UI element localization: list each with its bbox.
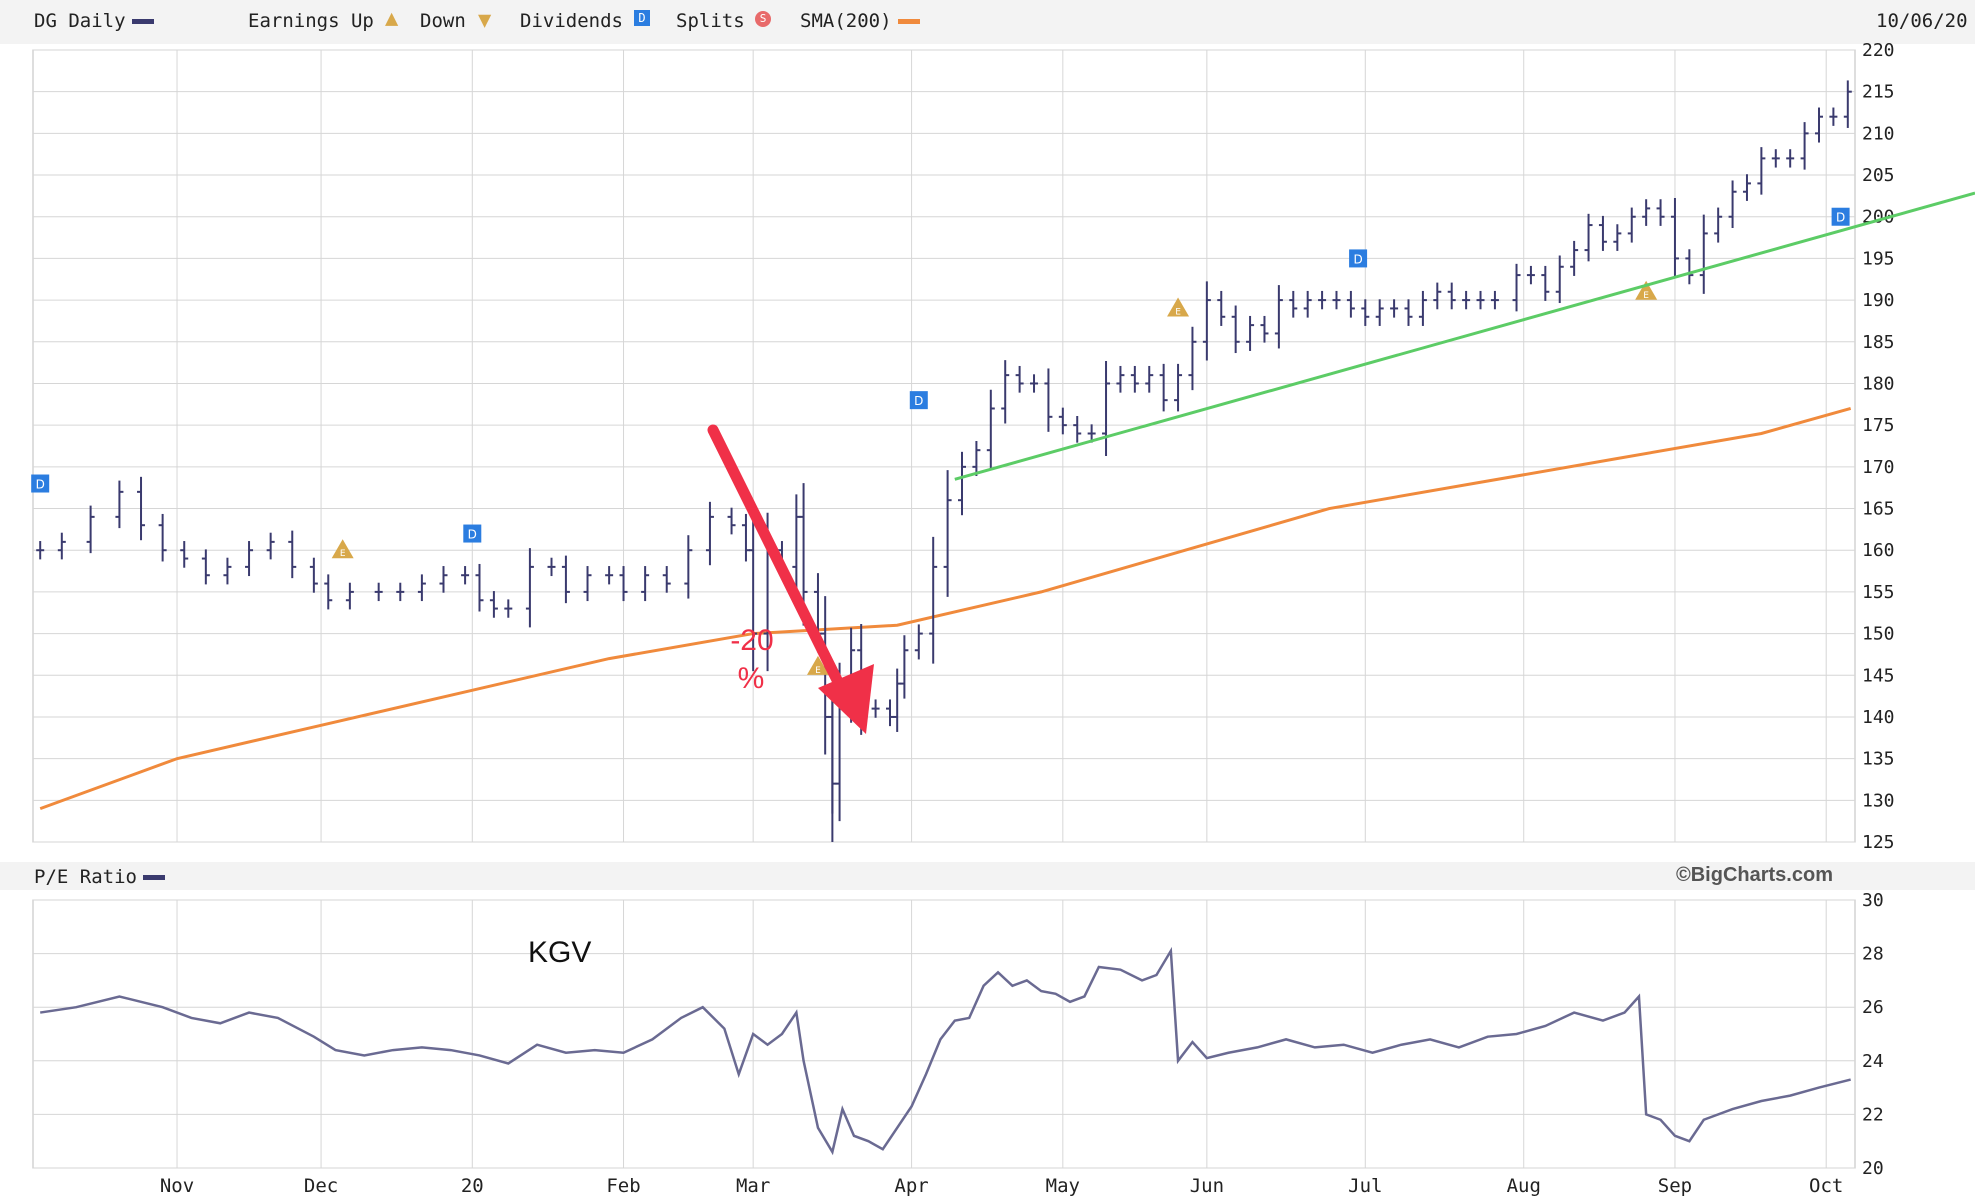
splits-label: Splits xyxy=(676,10,745,32)
earnings-marker-icon xyxy=(1167,297,1190,317)
trend-line xyxy=(954,191,1975,481)
dividends-label: Dividends xyxy=(520,10,623,32)
price-y-tick-label: 215 xyxy=(1862,82,1895,103)
earnings-down-label: Down xyxy=(420,10,466,32)
earnings-up-label: Earnings Up xyxy=(248,10,374,32)
price-y-tick-label: 160 xyxy=(1862,540,1895,561)
dividend-marker-icon xyxy=(1831,207,1850,226)
x-tick-label: Oct xyxy=(1809,1175,1843,1197)
dividend-marker-label: D xyxy=(1353,252,1362,266)
x-tick-label: Aug xyxy=(1507,1175,1541,1197)
symbol-label: DG Daily xyxy=(34,10,126,32)
x-tick-label: 20 xyxy=(461,1175,484,1197)
drop-label-line2: % xyxy=(738,662,765,695)
price-y-tick-label: 175 xyxy=(1862,415,1895,436)
pe-y-tick-label: 24 xyxy=(1862,1051,1884,1072)
price-y-tick-label: 125 xyxy=(1862,832,1895,853)
price-y-tick-label: 150 xyxy=(1862,624,1895,645)
x-tick-label: Feb xyxy=(606,1175,640,1197)
pe-y-tick-label: 28 xyxy=(1862,944,1884,965)
pe-header-bar xyxy=(0,862,1975,890)
drop-arrow-head-icon xyxy=(818,664,874,734)
dividend-marker-label: D xyxy=(914,394,923,408)
price-y-tick-label: 190 xyxy=(1862,290,1895,311)
price-y-tick-label: 170 xyxy=(1862,457,1895,478)
price-y-tick-label: 220 xyxy=(1862,40,1895,61)
legend-bar: DG Daily Earnings Up ▲ Down ▼ Dividends … xyxy=(0,0,1975,44)
price-y-tick-label: 165 xyxy=(1862,499,1895,520)
pe-swatch-icon xyxy=(142,875,165,880)
symbol-legend: DG Daily xyxy=(34,10,154,32)
earnings-down-icon: ▼ xyxy=(478,8,492,33)
x-tick-label: Dec xyxy=(304,1175,338,1197)
pe-y-tick-label: 22 xyxy=(1862,1104,1884,1125)
price-y-tick-label: 210 xyxy=(1862,123,1895,144)
earnings-marker-label: E xyxy=(340,549,346,559)
earnings-up-icon: ▲ xyxy=(385,6,399,31)
earnings-marker-label: E xyxy=(1175,307,1181,317)
x-tick-label: Jun xyxy=(1190,1175,1224,1197)
earnings-marker-icon xyxy=(806,655,829,675)
dividend-marker-icon xyxy=(463,524,482,543)
earnings-marker-icon xyxy=(331,539,354,559)
x-tick-label: Nov xyxy=(160,1175,194,1197)
dividend-marker-label: D xyxy=(468,528,477,542)
pe-y-tick-label: 20 xyxy=(1862,1158,1884,1179)
x-tick-label: Apr xyxy=(894,1175,928,1197)
pe-legend: P/E Ratio xyxy=(34,866,165,888)
price-y-tick-label: 185 xyxy=(1862,332,1895,353)
x-tick-label: Jul xyxy=(1348,1175,1382,1197)
drop-label-line1: -20 xyxy=(730,624,773,657)
price-y-tick-label: 140 xyxy=(1862,707,1895,728)
pe-label: P/E Ratio xyxy=(34,866,137,888)
dividend-marker-icon xyxy=(909,391,928,410)
sma-swatch-icon xyxy=(897,19,920,24)
sma200-line xyxy=(39,407,1852,811)
pe-y-tick-label: 30 xyxy=(1862,890,1884,911)
price-y-tick-label: 155 xyxy=(1862,582,1895,603)
sma-label: SMA(200) xyxy=(800,10,892,32)
sma-legend: SMA(200) xyxy=(800,10,920,32)
price-y-tick-label: 205 xyxy=(1862,165,1895,186)
price-y-tick-label: 195 xyxy=(1862,248,1895,269)
x-tick-label: Mar xyxy=(736,1175,770,1197)
earnings-marker-label: E xyxy=(815,666,821,676)
x-tick-label: Sep xyxy=(1658,1175,1692,1197)
dividend-legend-icon: D xyxy=(634,10,650,26)
price-y-tick-label: 180 xyxy=(1862,373,1895,394)
earnings-marker-label: E xyxy=(1643,291,1649,301)
dividend-marker-label: D xyxy=(1836,211,1845,225)
x-tick-label: May xyxy=(1046,1175,1080,1197)
drop-arrow-shaft xyxy=(707,424,849,698)
pe-y-tick-label: 26 xyxy=(1862,997,1884,1018)
split-legend-icon: S xyxy=(755,11,771,27)
dividend-marker-label: D xyxy=(36,478,45,492)
credit-text: ©BigCharts.com xyxy=(1676,864,1833,886)
price-swatch-icon xyxy=(131,19,154,24)
chart-date: 10/06/20 xyxy=(1876,10,1968,32)
price-y-tick-label: 135 xyxy=(1862,749,1895,770)
earnings-marker-icon xyxy=(1635,280,1658,300)
pe-ratio-line xyxy=(40,946,1851,1156)
kgv-label: KGV xyxy=(528,936,591,969)
price-plot-area xyxy=(32,49,1856,843)
dividend-marker-icon xyxy=(31,474,50,493)
price-y-tick-label: 130 xyxy=(1862,790,1895,811)
dividend-marker-icon xyxy=(1349,249,1368,268)
price-y-tick-label: 145 xyxy=(1862,665,1895,686)
